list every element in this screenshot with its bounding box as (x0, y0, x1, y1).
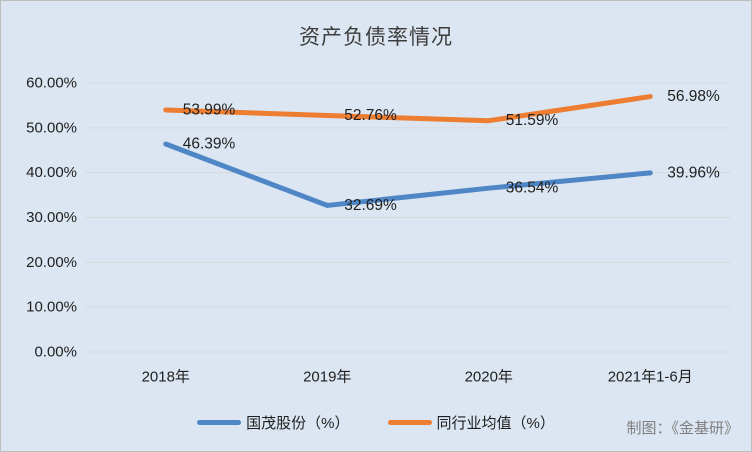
data-point-label: 46.39% (183, 136, 236, 153)
y-axis-tick-label: 10.00% (26, 299, 77, 316)
legend-line-swatch-blue (197, 419, 242, 425)
y-axis-tick-label: 40.00% (26, 164, 77, 181)
legend-item-guomao: 国茂股份（%） (197, 412, 350, 433)
y-axis-tick-label: 0.00% (34, 344, 77, 361)
legend-item-industry-average: 同行业均值（%） (387, 412, 555, 433)
legend-label-guomao: 国茂股份（%） (246, 414, 350, 432)
chart-title: 资产负债率情况 (299, 26, 453, 49)
legend-label-industry-average: 同行业均值（%） (436, 414, 555, 432)
data-point-label: 53.99% (183, 101, 236, 118)
y-axis-tick-label: 50.00% (26, 119, 77, 136)
y-axis-tick-label: 60.00% (26, 75, 77, 92)
chart-credit: 制图：《金基研》 (626, 420, 739, 437)
chart-legend: 国茂股份（%） 同行业均值（%） (1, 410, 751, 434)
series-line-0 (163, 141, 653, 208)
x-axis-category-label: 2019年 (303, 369, 351, 386)
x-axis-category-label: 2020年 (465, 369, 513, 386)
data-point-label: 52.76% (344, 107, 397, 124)
x-axis-category-label: 2021年1-6月 (608, 369, 693, 386)
y-axis-tick-label: 20.00% (26, 254, 77, 271)
y-axis-tick-label: 30.00% (26, 209, 77, 226)
legend-line-swatch-orange (387, 419, 432, 425)
x-axis-category-label: 2018年 (142, 369, 190, 386)
data-point-label: 39.96% (667, 164, 720, 181)
data-point-label: 32.69% (344, 197, 397, 214)
data-point-label: 56.98% (667, 88, 720, 105)
series-line-1 (163, 94, 653, 124)
data-point-label: 36.54% (506, 180, 559, 197)
data-point-label: 51.59% (506, 112, 559, 129)
